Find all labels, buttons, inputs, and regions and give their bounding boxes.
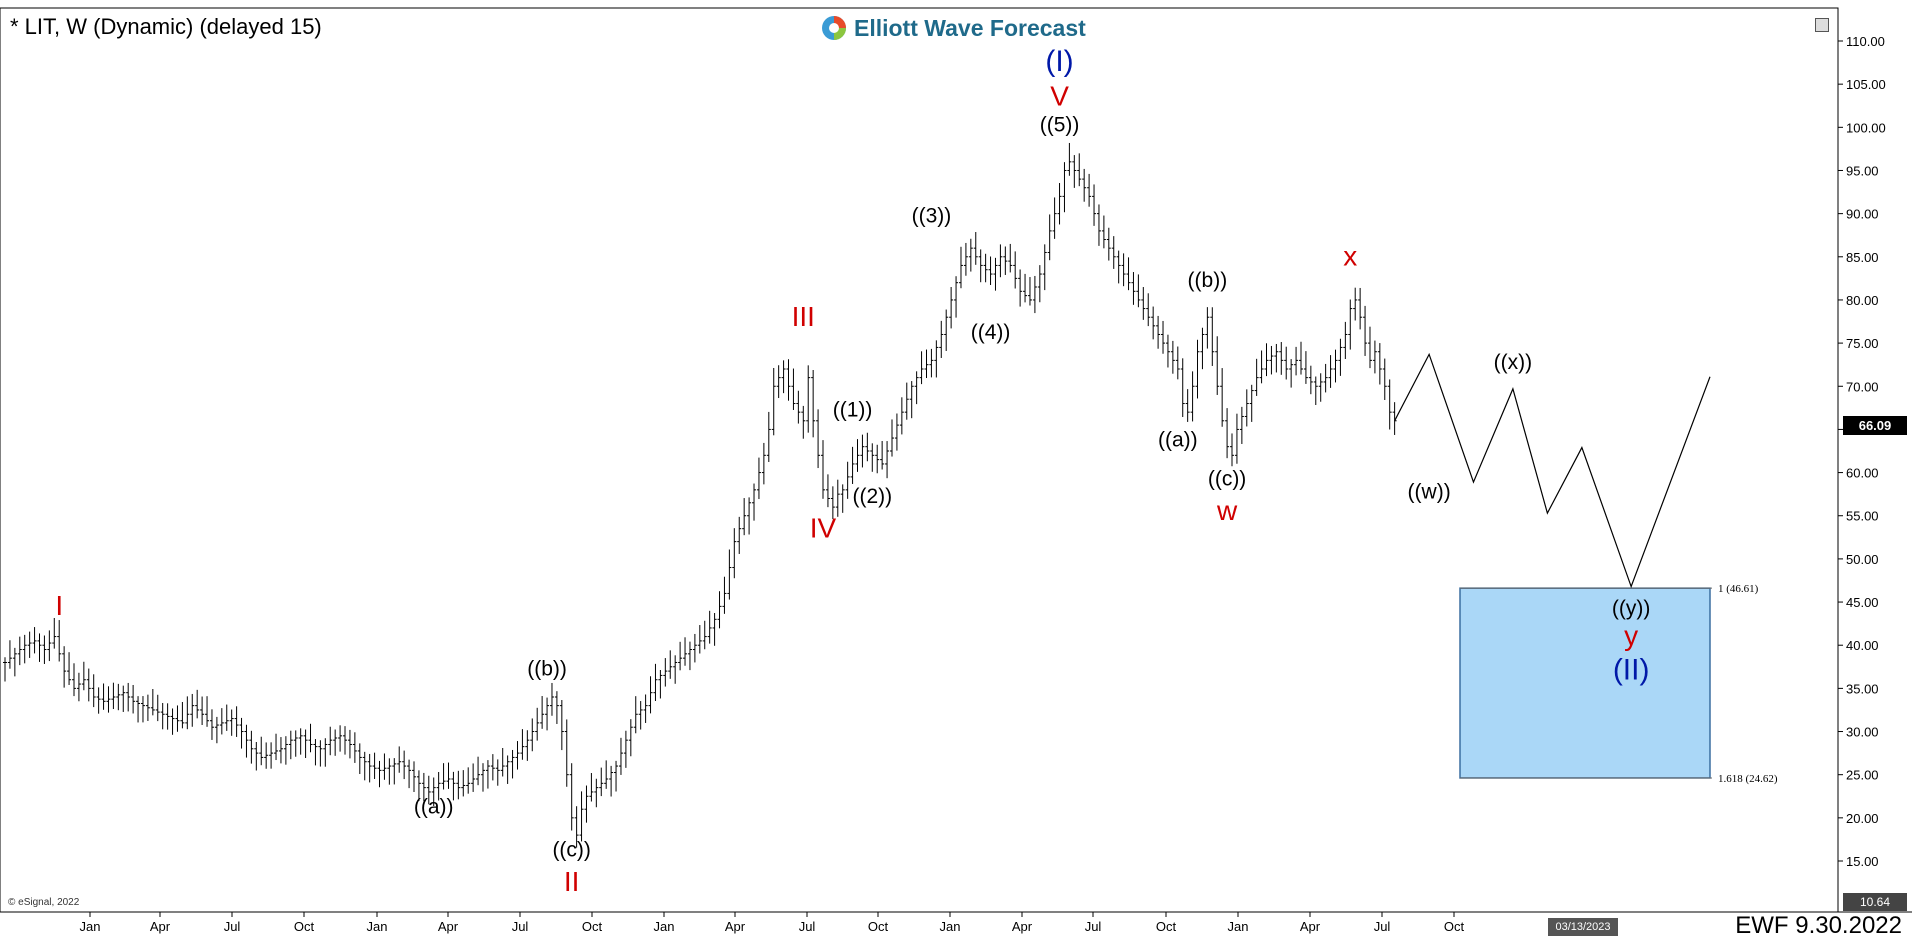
wave-label: (II) [1613,654,1650,687]
y-tick-label: 30.00 [1846,725,1879,740]
x-tick-label: Apr [1012,919,1033,934]
wave-label: ((3)) [912,204,952,227]
footer-date: EWF 9.30.2022 [1735,912,1902,939]
current-price-tag: 66.09 [1843,416,1907,435]
x-tick-label: Apr [725,919,746,934]
x-tick-label: Jul [512,919,529,934]
wave-label: IV [810,512,837,543]
y-tick-label: 45.00 [1846,595,1879,610]
x-tick-label: Jul [224,919,241,934]
wave-label: w [1216,495,1238,526]
logo: Elliott Wave Forecast [820,14,1086,42]
wave-label: (I) [1045,45,1073,78]
wave-label: ((b)) [1188,269,1228,292]
y-tick-label: 85.00 [1846,250,1879,265]
x-tick-label: Oct [1444,919,1465,934]
chart-title: * LIT, W (Dynamic) (delayed 15) [10,14,322,39]
y-tick-label: 80.00 [1846,293,1879,308]
target-zone [1459,587,1711,779]
projection-date: 03/13/2023 [1548,918,1618,936]
y-tick-label: 15.00 [1846,854,1879,869]
y-tick-label: 95.00 [1846,163,1879,178]
x-tick-label: Jul [799,919,816,934]
target-zone-label-bottom: 1.618 (24.62) [1718,773,1778,785]
wave-label: ((b)) [527,657,567,680]
y-tick-label: 110.00 [1846,34,1885,49]
projection-path [1394,352,1711,589]
wave-label: III [792,301,815,332]
x-tick-label: Apr [1300,919,1321,934]
wave-label: ((1)) [833,398,873,421]
x-tick-label: Apr [438,919,459,934]
y-tick-label: 75.00 [1846,336,1879,351]
wave-label: ((5)) [1040,114,1080,137]
wave-label: ((2)) [852,485,892,508]
x-tick-label: Oct [868,919,889,934]
window-restore-icon[interactable] [1815,18,1829,32]
wave-label: y [1624,620,1638,651]
x-tick-label: Oct [1156,919,1177,934]
target-zone-label-top: 1 (46.61) [1718,583,1759,595]
y-tick-label: 25.00 [1846,768,1879,783]
y-tick-label: 35.00 [1846,681,1879,696]
x-tick-label: Oct [294,919,315,934]
wave-label: ((a)) [1158,429,1198,452]
wave-label: V [1050,81,1069,112]
copyright: © eSignal, 2022 [8,897,80,908]
y-tick-label: 100.00 [1846,120,1886,135]
x-tick-label: Oct [582,919,603,934]
x-tick-label: Jan [367,919,388,934]
wave-label: ((c)) [552,839,590,862]
wave-label: ((4)) [971,321,1011,344]
y-tick-label: 50.00 [1846,552,1879,567]
y-tick-label: 70.00 [1846,379,1879,394]
y-tick-label: 60.00 [1846,466,1879,481]
y-tick-label: 40.00 [1846,638,1879,653]
x-tick-label: Jul [1374,919,1391,934]
wave-label: II [564,866,580,897]
logo-icon [822,16,846,40]
wave-label: ((x)) [1494,351,1532,374]
wave-label: x [1343,240,1357,271]
x-tick-label: Jul [1085,919,1102,934]
x-tick-label: Jan [1228,919,1249,934]
wave-label: ((y)) [1612,597,1650,620]
y-tick-label: 90.00 [1846,207,1879,222]
wave-label: ((w)) [1408,480,1451,503]
wave-label: ((a)) [414,796,454,819]
wave-label: I [55,590,63,621]
x-tick-label: Apr [150,919,171,934]
x-tick-label: Jan [654,919,675,934]
x-tick-label: Jan [80,919,101,934]
x-tick-label: Jan [940,919,961,934]
wave-label: ((c)) [1208,468,1246,491]
scale-low-tag: 10.64 [1843,893,1907,911]
y-tick-label: 20.00 [1846,811,1879,826]
y-tick-label: 55.00 [1846,509,1879,524]
y-tick-label: 105.00 [1846,77,1886,92]
logo-text: Elliott Wave Forecast [854,14,1086,41]
